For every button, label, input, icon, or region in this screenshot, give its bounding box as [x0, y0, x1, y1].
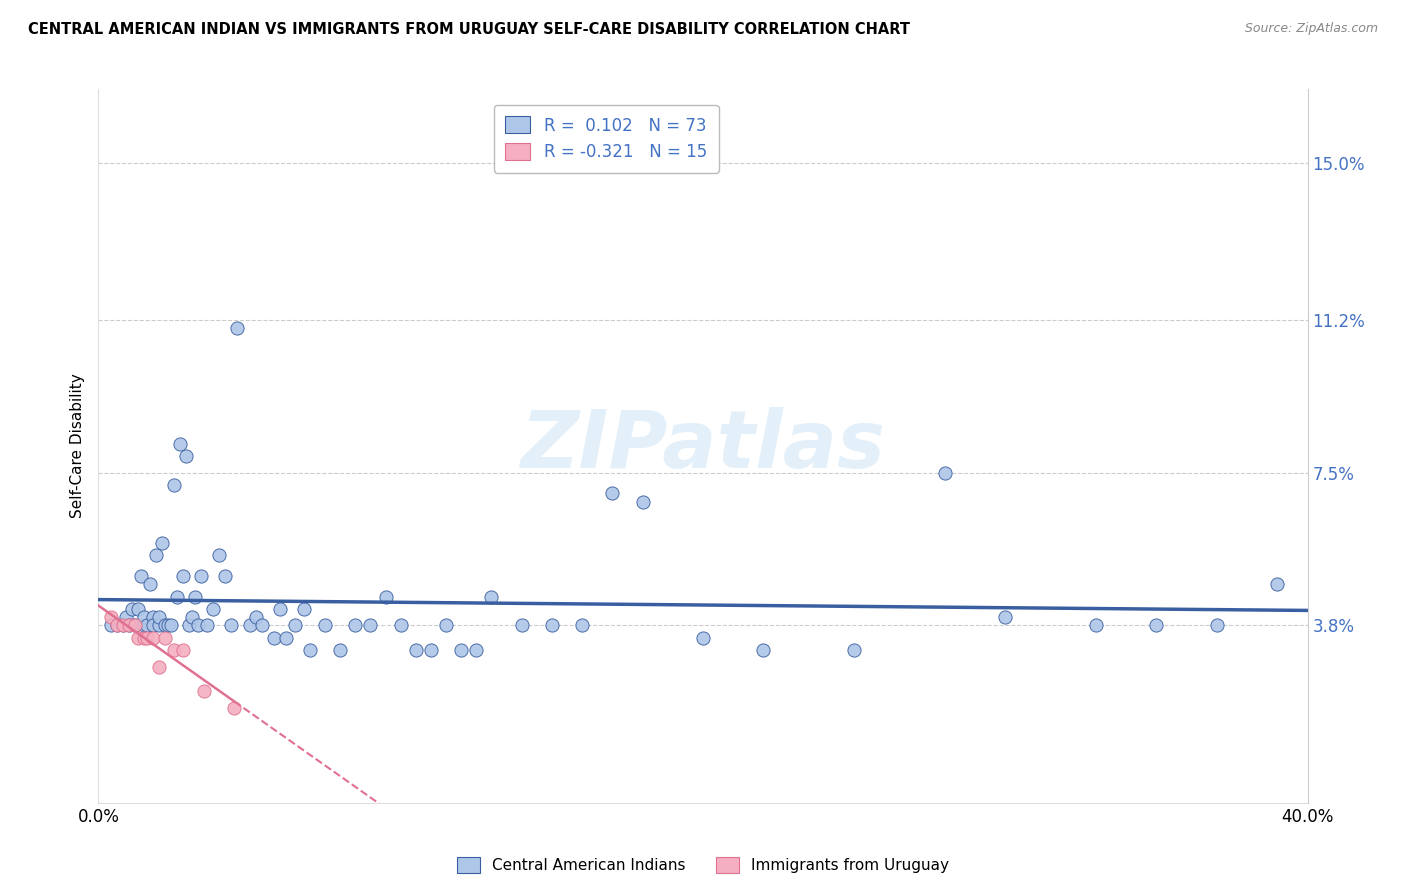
Point [169, 437, 191, 451]
Point [934, 466, 956, 480]
Point [510, 618, 533, 632]
Point [284, 618, 307, 632]
Point [172, 643, 194, 657]
Point [148, 618, 170, 632]
Point [245, 610, 267, 624]
Point [344, 618, 367, 632]
Point [314, 618, 336, 632]
Point [193, 684, 215, 698]
Point [420, 643, 443, 657]
Point [631, 494, 654, 508]
Point [132, 610, 155, 624]
Point [844, 643, 866, 657]
Point [389, 618, 412, 632]
Point [181, 610, 204, 624]
Point [360, 618, 382, 632]
Point [292, 602, 315, 616]
Point [752, 643, 775, 657]
Point [100, 618, 122, 632]
Text: ZIPatlas: ZIPatlas [520, 407, 886, 485]
Point [465, 643, 488, 657]
Point [263, 631, 285, 645]
Point [602, 486, 624, 500]
Point [114, 610, 136, 624]
Point [202, 602, 225, 616]
Point [118, 618, 141, 632]
Point [153, 618, 176, 632]
Point [1206, 618, 1229, 632]
Point [166, 590, 188, 604]
Point [124, 618, 146, 632]
Point [105, 618, 128, 632]
Point [1267, 577, 1289, 591]
Point [1144, 618, 1167, 632]
Point [208, 549, 231, 563]
Point [269, 602, 291, 616]
Text: Source: ZipAtlas.com: Source: ZipAtlas.com [1244, 22, 1378, 36]
Point [226, 321, 249, 335]
Point [190, 569, 212, 583]
Point [221, 618, 243, 632]
Text: CENTRAL AMERICAN INDIAN VS IMMIGRANTS FROM URUGUAY SELF-CARE DISABILITY CORRELAT: CENTRAL AMERICAN INDIAN VS IMMIGRANTS FR… [28, 22, 910, 37]
Point [224, 701, 246, 715]
Point [163, 478, 186, 492]
Point [135, 618, 157, 632]
Point [374, 590, 396, 604]
Point [174, 450, 197, 464]
Point [142, 618, 165, 632]
Point [129, 569, 152, 583]
Point [450, 643, 472, 657]
Point [127, 602, 149, 616]
Point [329, 643, 352, 657]
Point [139, 577, 162, 591]
Point [121, 602, 143, 616]
Point [540, 618, 562, 632]
Point [160, 618, 183, 632]
Legend: Central American Indians, Immigrants from Uruguay: Central American Indians, Immigrants fro… [449, 849, 957, 880]
Point [118, 618, 141, 632]
Point [100, 610, 122, 624]
Point [187, 618, 209, 632]
Y-axis label: Self-Care Disability: Self-Care Disability [70, 374, 86, 518]
Point [405, 643, 427, 657]
Point [135, 631, 157, 645]
Point [142, 631, 165, 645]
Point [150, 536, 173, 550]
Point [179, 618, 201, 632]
Point [124, 618, 146, 632]
Point [148, 659, 170, 673]
Point [184, 590, 207, 604]
Point [692, 631, 714, 645]
Point [239, 618, 262, 632]
Point [142, 610, 165, 624]
Point [434, 618, 457, 632]
Point [994, 610, 1017, 624]
Point [132, 618, 155, 632]
Point [111, 618, 134, 632]
Point [132, 631, 155, 645]
Point [274, 631, 297, 645]
Point [156, 618, 179, 632]
Point [250, 618, 273, 632]
Point [481, 590, 503, 604]
Point [1085, 618, 1108, 632]
Point [145, 549, 167, 563]
Point [148, 610, 170, 624]
Point [127, 631, 149, 645]
Point [105, 618, 128, 632]
Point [153, 631, 176, 645]
Point [571, 618, 593, 632]
Point [172, 569, 194, 583]
Point [163, 643, 186, 657]
Point [214, 569, 236, 583]
Point [195, 618, 218, 632]
Point [111, 618, 134, 632]
Point [299, 643, 322, 657]
